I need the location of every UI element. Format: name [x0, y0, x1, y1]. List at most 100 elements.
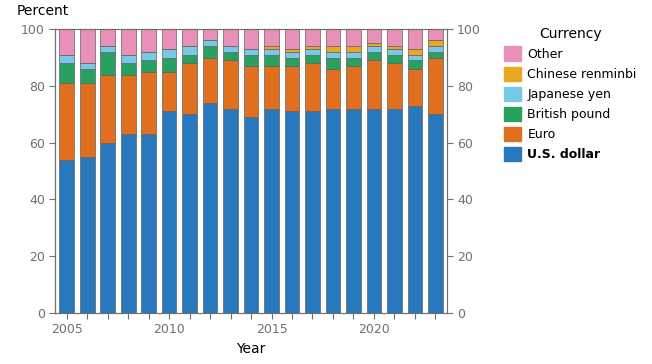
- Bar: [182, 55, 197, 63]
- Bar: [285, 52, 299, 58]
- Bar: [428, 52, 443, 58]
- Bar: [182, 29, 197, 46]
- Bar: [387, 108, 402, 313]
- Bar: [305, 49, 320, 55]
- Bar: [346, 29, 361, 46]
- Bar: [387, 29, 402, 46]
- Bar: [428, 29, 443, 40]
- Bar: [346, 52, 361, 58]
- Bar: [305, 55, 320, 63]
- Bar: [141, 72, 156, 134]
- Bar: [285, 29, 299, 49]
- Bar: [121, 75, 136, 134]
- Bar: [305, 29, 320, 46]
- Bar: [223, 60, 238, 108]
- Bar: [264, 108, 279, 313]
- Bar: [182, 63, 197, 114]
- Bar: [305, 111, 320, 313]
- Bar: [203, 46, 217, 58]
- Bar: [264, 55, 279, 66]
- Bar: [121, 63, 136, 75]
- Bar: [366, 43, 381, 46]
- Bar: [387, 63, 402, 108]
- Bar: [408, 106, 422, 313]
- Bar: [100, 143, 115, 313]
- Bar: [264, 66, 279, 108]
- Bar: [203, 40, 217, 46]
- Bar: [264, 49, 279, 55]
- Bar: [100, 52, 115, 75]
- Bar: [141, 52, 156, 60]
- Bar: [408, 60, 422, 69]
- Bar: [264, 29, 279, 46]
- Bar: [100, 75, 115, 143]
- Bar: [305, 63, 320, 111]
- Bar: [223, 46, 238, 52]
- Bar: [203, 103, 217, 313]
- Bar: [325, 58, 340, 69]
- Bar: [244, 117, 258, 313]
- Bar: [346, 108, 361, 313]
- Bar: [305, 46, 320, 49]
- Bar: [408, 29, 422, 49]
- Bar: [408, 49, 422, 55]
- Bar: [346, 66, 361, 108]
- Bar: [59, 29, 74, 55]
- Bar: [121, 29, 136, 55]
- Bar: [162, 29, 177, 49]
- Bar: [325, 29, 340, 46]
- Bar: [285, 58, 299, 66]
- Bar: [121, 55, 136, 63]
- Bar: [428, 40, 443, 46]
- Bar: [366, 46, 381, 52]
- Bar: [162, 72, 177, 111]
- Bar: [428, 46, 443, 52]
- X-axis label: Year: Year: [236, 342, 266, 356]
- Bar: [80, 63, 95, 69]
- Bar: [428, 114, 443, 313]
- Bar: [100, 46, 115, 52]
- Bar: [162, 49, 177, 58]
- Bar: [182, 114, 197, 313]
- Text: Percent: Percent: [16, 4, 68, 18]
- Bar: [80, 157, 95, 313]
- Bar: [285, 49, 299, 52]
- Bar: [223, 52, 238, 60]
- Bar: [223, 108, 238, 313]
- Bar: [59, 83, 74, 160]
- Bar: [100, 29, 115, 46]
- Bar: [223, 29, 238, 46]
- Bar: [141, 29, 156, 52]
- Bar: [264, 46, 279, 49]
- Bar: [141, 60, 156, 72]
- Bar: [346, 46, 361, 52]
- Bar: [80, 83, 95, 157]
- Bar: [387, 46, 402, 49]
- Bar: [408, 69, 422, 106]
- Bar: [162, 58, 177, 72]
- Bar: [325, 69, 340, 108]
- Bar: [325, 108, 340, 313]
- Bar: [346, 58, 361, 66]
- Bar: [80, 69, 95, 83]
- Bar: [244, 29, 258, 49]
- Bar: [59, 55, 74, 63]
- Bar: [387, 49, 402, 55]
- Bar: [366, 29, 381, 43]
- Bar: [244, 55, 258, 66]
- Bar: [387, 55, 402, 63]
- Bar: [428, 58, 443, 114]
- Bar: [244, 66, 258, 117]
- Bar: [244, 49, 258, 55]
- Bar: [59, 160, 74, 313]
- Bar: [325, 46, 340, 52]
- Bar: [59, 63, 74, 83]
- Bar: [141, 134, 156, 313]
- Bar: [203, 58, 217, 103]
- Bar: [366, 108, 381, 313]
- Bar: [182, 46, 197, 55]
- Bar: [162, 111, 177, 313]
- Bar: [121, 134, 136, 313]
- Bar: [325, 52, 340, 58]
- Bar: [366, 52, 381, 60]
